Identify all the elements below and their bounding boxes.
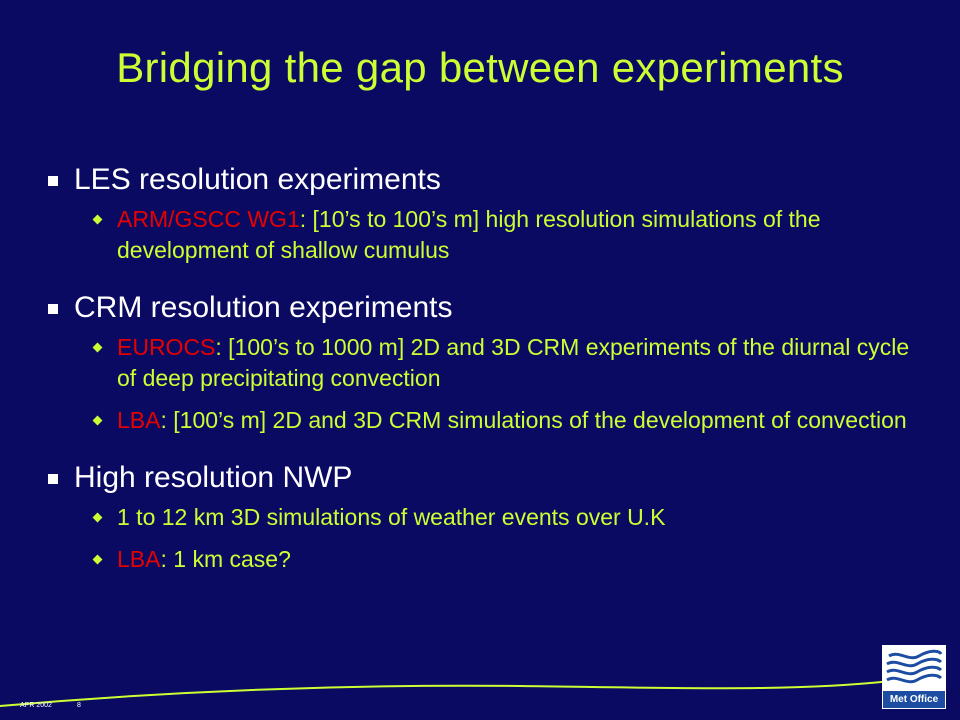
square-bullet-icon <box>48 304 58 314</box>
bullet-crm: CRM resolution experiments <box>48 288 928 328</box>
diamond-bullet-icon <box>92 342 103 353</box>
sub-bullet-label: LBA <box>117 546 161 572</box>
diamond-bullet-icon <box>92 512 103 523</box>
slide-content: LES resolution experiments ARM/GSCC WG1:… <box>48 160 928 597</box>
met-office-logo: Met Office <box>882 645 946 709</box>
sub-bullet-arm: ARM/GSCC WG1: [10’s to 100’s m] high res… <box>90 204 928 266</box>
bullet-text: High resolution NWP <box>74 461 353 494</box>
sub-bullet-text: LBA: [100’s m] 2D and 3D CRM simulations… <box>117 405 907 436</box>
slide-title: Bridging the gap between experiments <box>116 44 844 91</box>
square-bullet-icon <box>48 176 58 186</box>
sub-bullet-label: ARM/GSCC WG1 <box>117 206 300 232</box>
page-number: 8 <box>77 702 81 709</box>
diamond-bullet-icon <box>92 554 103 565</box>
sub-bullet-body: : 1 km case? <box>160 546 291 572</box>
sub-bullet-label: EUROCS <box>117 334 216 360</box>
sub-bullet-body: : [100’s m] 2D and 3D CRM simulations of… <box>160 407 907 433</box>
sub-bullet-lba-case: LBA: 1 km case? <box>90 544 928 575</box>
wave-icon <box>886 649 943 684</box>
sub-bullet-text: LBA: 1 km case? <box>117 544 291 575</box>
diamond-bullet-icon <box>92 214 103 225</box>
sub-bullet-label: LBA <box>117 407 161 433</box>
logo-text: Met Office <box>883 691 945 708</box>
bullet-text: CRM resolution experiments <box>74 291 453 324</box>
section-les: LES resolution experiments ARM/GSCC WG1:… <box>48 160 928 266</box>
sub-bullet-body: : [10’s to 100’s m] high resolution simu… <box>117 206 821 263</box>
sub-bullet-body: : [100’s to 1000 m] 2D and 3D CRM experi… <box>117 334 910 391</box>
bullet-nwp: High resolution NWP <box>48 458 928 498</box>
bullet-text: LES resolution experiments <box>74 163 441 196</box>
sub-bullet-text: 1 to 12 km 3D simulations of weather eve… <box>117 502 665 533</box>
sub-bullet-text: EUROCS: [100’s to 1000 m] 2D and 3D CRM … <box>117 332 928 394</box>
sub-bullet-text: ARM/GSCC WG1: [10’s to 100’s m] high res… <box>117 204 928 266</box>
bullet-les: LES resolution experiments <box>48 160 928 200</box>
sub-bullet-eurocs: EUROCS: [100’s to 1000 m] 2D and 3D CRM … <box>90 332 928 394</box>
footer-swoosh <box>0 679 901 707</box>
square-bullet-icon <box>48 474 58 484</box>
section-nwp: High resolution NWP 1 to 12 km 3D simula… <box>48 458 928 575</box>
sub-bullet-body: 1 to 12 km 3D simulations of weather eve… <box>117 504 666 530</box>
diamond-bullet-icon <box>92 415 103 426</box>
footer-date: APR 2002 <box>20 702 52 709</box>
sub-bullet-uk: 1 to 12 km 3D simulations of weather eve… <box>90 502 928 533</box>
section-crm: CRM resolution experiments EUROCS: [100’… <box>48 288 928 436</box>
sub-bullet-lba: LBA: [100’s m] 2D and 3D CRM simulations… <box>90 405 928 436</box>
